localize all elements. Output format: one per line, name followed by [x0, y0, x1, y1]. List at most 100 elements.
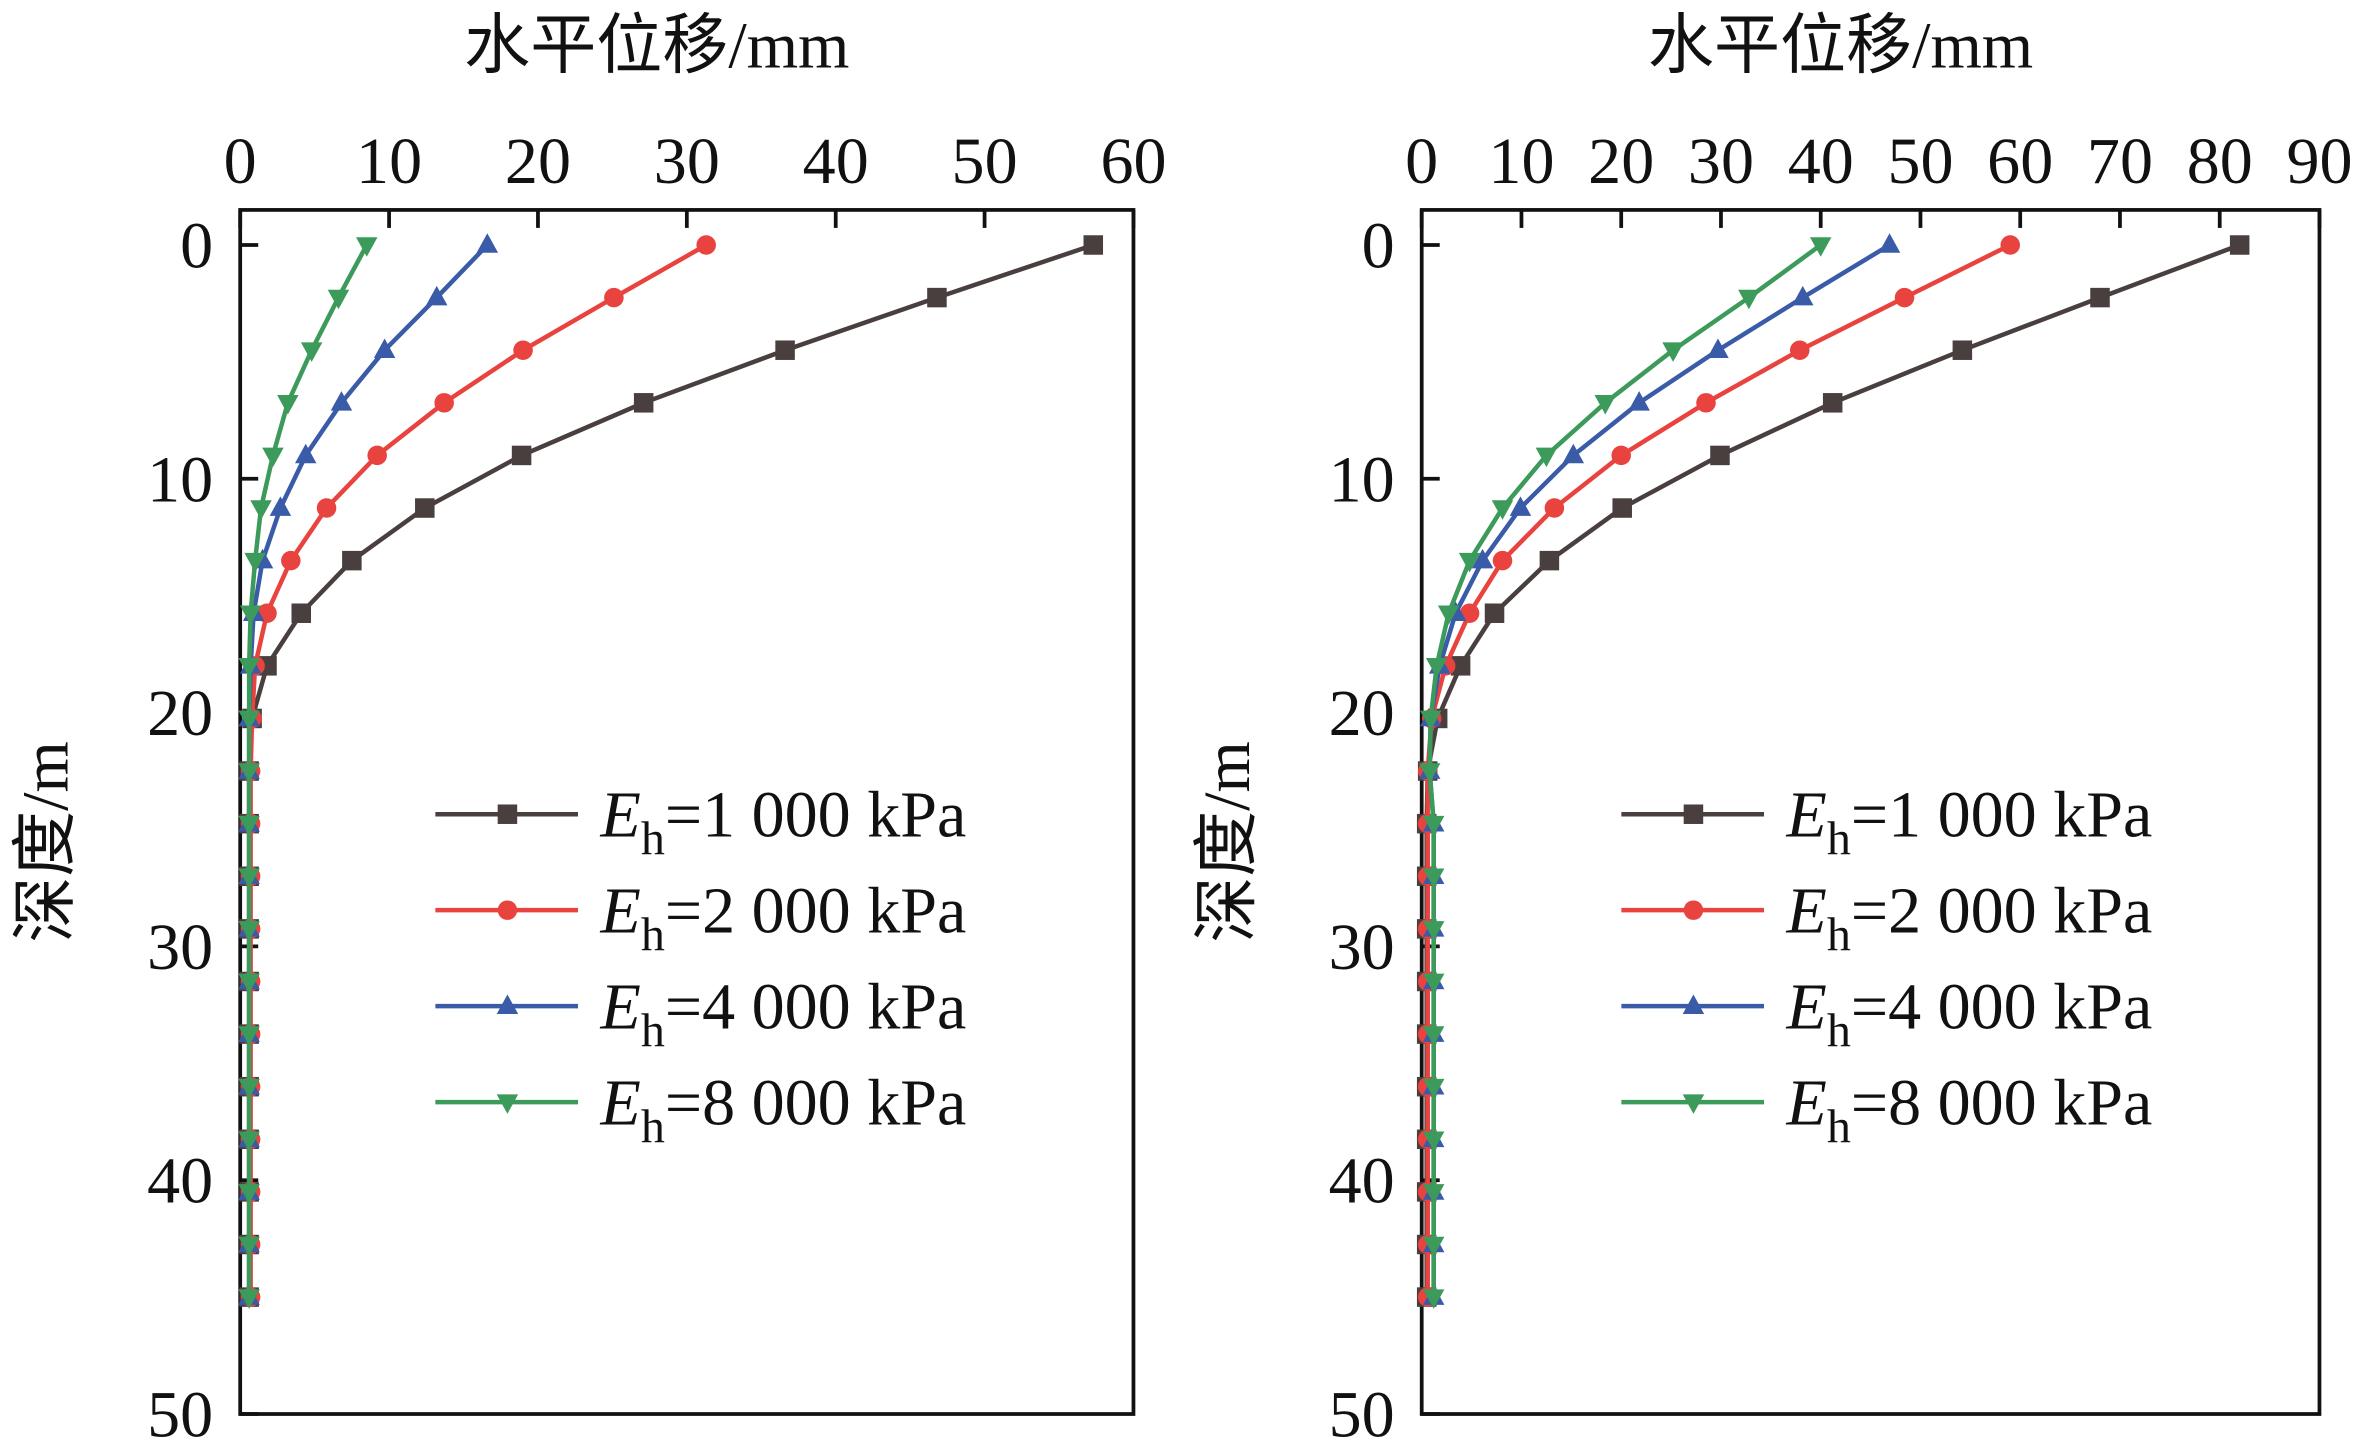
series-line: [1427, 243, 1823, 1298]
legend-marker: [1682, 994, 1705, 1014]
legend-marker: [496, 1094, 519, 1114]
marker: [1894, 287, 1915, 308]
y-tick-label: 10: [147, 443, 213, 516]
legend-label: Eh=4 000 kPa: [1786, 971, 2153, 1058]
marker: [1422, 921, 1445, 941]
marker: [330, 391, 353, 411]
marker: [238, 658, 260, 678]
x-tick-label: 30: [654, 125, 720, 198]
marker: [434, 393, 454, 413]
marker: [1083, 235, 1104, 255]
marker: [1422, 1236, 1445, 1257]
x-tick-label: 30: [1688, 125, 1754, 198]
legend-marker: [1683, 900, 1704, 920]
marker: [1471, 548, 1494, 569]
x-tick-label: 40: [1788, 125, 1854, 198]
marker: [633, 393, 654, 413]
legend-marker: [1683, 804, 1704, 824]
marker: [1419, 710, 1442, 731]
marker: [238, 1236, 260, 1257]
x-tick-label: 20: [505, 125, 571, 198]
marker: [244, 552, 266, 573]
x-tick-label: 80: [2187, 125, 2253, 198]
marker: [775, 340, 795, 360]
marker: [269, 496, 292, 516]
y-tick-label: 0: [1362, 210, 1395, 283]
x-tick-label: 90: [2286, 125, 2352, 198]
y-tick-label: 40: [1329, 1145, 1395, 1218]
legend-label: Eh=2 000 kPa: [1786, 875, 2153, 962]
marker: [1696, 393, 1716, 413]
x-tick-label: 60: [1100, 125, 1166, 198]
marker: [291, 603, 312, 623]
marker: [1418, 763, 1441, 783]
y-tick-label: 30: [147, 911, 213, 984]
y-tick-label: 50: [1329, 1379, 1395, 1447]
marker: [238, 763, 260, 783]
marker: [1952, 340, 1973, 360]
marker: [1612, 498, 1632, 518]
marker: [373, 338, 396, 359]
marker: [476, 233, 499, 253]
x-tick-label: 20: [1588, 125, 1654, 198]
plot-frame: [1419, 208, 2322, 1416]
x-axis-label: 水平位移/mm: [1648, 10, 2033, 83]
x-tick-label: 40: [803, 125, 869, 198]
x-tick-label: 70: [2087, 125, 2153, 198]
marker: [1707, 338, 1729, 359]
x-tick-label: 10: [356, 125, 422, 198]
marker: [1710, 445, 1730, 466]
marker: [1539, 550, 1560, 571]
marker: [238, 1184, 260, 1204]
marker: [281, 550, 301, 571]
x-tick-label: 60: [1987, 125, 2053, 198]
marker: [238, 1131, 260, 1151]
marker: [1492, 550, 1513, 571]
marker: [1422, 1026, 1445, 1046]
marker: [367, 445, 387, 466]
marker: [513, 340, 533, 360]
marker: [1594, 395, 1616, 415]
marker: [425, 285, 448, 306]
y-tick-label: 50: [147, 1379, 213, 1447]
marker: [1422, 1078, 1445, 1099]
y-tick-label: 30: [1329, 911, 1395, 984]
marker: [239, 605, 262, 625]
marker: [316, 498, 337, 518]
marker: [294, 443, 317, 464]
x-tick-label: 50: [952, 125, 1018, 198]
y-tick-label: 40: [147, 1145, 213, 1218]
marker: [1662, 342, 1684, 362]
legend-marker: [497, 900, 518, 920]
y-tick-label: 10: [1329, 443, 1395, 516]
marker: [238, 1078, 260, 1099]
y-axis-label: 深度/m: [10, 741, 83, 943]
marker: [927, 287, 947, 308]
marker: [238, 973, 260, 994]
marker: [1611, 445, 1631, 466]
marker: [238, 868, 260, 888]
marker: [238, 1289, 260, 1309]
y-tick-label: 20: [147, 677, 213, 750]
legend-marker: [497, 804, 518, 824]
marker: [1437, 605, 1460, 625]
marker: [238, 921, 260, 941]
marker: [1562, 443, 1585, 464]
legend-label: Eh=4 000 kPa: [600, 971, 967, 1058]
marker: [1809, 237, 1832, 257]
x-tick-label: 50: [1887, 125, 1953, 198]
marker: [1491, 500, 1514, 520]
marker: [1792, 285, 1814, 306]
marker: [1484, 603, 1505, 623]
x-axis-label: 水平位移/mm: [464, 10, 849, 83]
marker: [238, 815, 260, 836]
marker: [1628, 391, 1650, 411]
marker: [1422, 868, 1445, 888]
marker: [1544, 498, 1565, 518]
marker: [1422, 1184, 1445, 1204]
marker: [277, 395, 299, 415]
marker: [2000, 235, 2020, 255]
marker: [1738, 289, 1760, 310]
marker: [327, 289, 350, 310]
